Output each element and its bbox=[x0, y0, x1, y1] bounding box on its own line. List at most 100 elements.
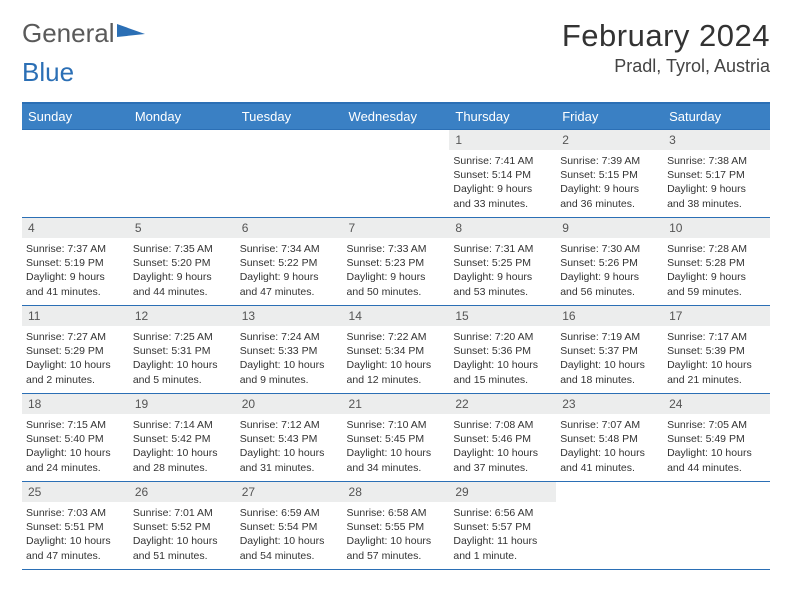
calendar-day-cell: 21Sunrise: 7:10 AMSunset: 5:45 PMDayligh… bbox=[343, 394, 450, 482]
daylight-text: Daylight: 9 hours and 38 minutes. bbox=[667, 182, 764, 210]
day-number: 3 bbox=[663, 130, 770, 150]
sunrise-text: Sunrise: 6:56 AM bbox=[453, 506, 550, 520]
day-number: 14 bbox=[343, 306, 450, 326]
sunset-text: Sunset: 5:25 PM bbox=[453, 256, 550, 270]
sunset-text: Sunset: 5:26 PM bbox=[560, 256, 657, 270]
calendar-day-cell: 25Sunrise: 7:03 AMSunset: 5:51 PMDayligh… bbox=[22, 482, 129, 570]
day-details: Sunrise: 7:25 AMSunset: 5:31 PMDaylight:… bbox=[129, 326, 236, 391]
calendar-day-cell: 22Sunrise: 7:08 AMSunset: 5:46 PMDayligh… bbox=[449, 394, 556, 482]
sunrise-text: Sunrise: 7:14 AM bbox=[133, 418, 230, 432]
location: Pradl, Tyrol, Austria bbox=[562, 56, 770, 77]
daylight-text: Daylight: 9 hours and 36 minutes. bbox=[560, 182, 657, 210]
daylight-text: Daylight: 10 hours and 57 minutes. bbox=[347, 534, 444, 562]
calendar-day-cell: 10Sunrise: 7:28 AMSunset: 5:28 PMDayligh… bbox=[663, 218, 770, 306]
day-details: Sunrise: 7:24 AMSunset: 5:33 PMDaylight:… bbox=[236, 326, 343, 391]
day-details: Sunrise: 7:08 AMSunset: 5:46 PMDaylight:… bbox=[449, 414, 556, 479]
day-details: Sunrise: 7:34 AMSunset: 5:22 PMDaylight:… bbox=[236, 238, 343, 303]
calendar-day-cell: 18Sunrise: 7:15 AMSunset: 5:40 PMDayligh… bbox=[22, 394, 129, 482]
sunrise-text: Sunrise: 7:41 AM bbox=[453, 154, 550, 168]
day-number bbox=[556, 482, 663, 488]
sunrise-text: Sunrise: 7:39 AM bbox=[560, 154, 657, 168]
sunrise-text: Sunrise: 7:35 AM bbox=[133, 242, 230, 256]
sunrise-text: Sunrise: 7:17 AM bbox=[667, 330, 764, 344]
day-details: Sunrise: 7:07 AMSunset: 5:48 PMDaylight:… bbox=[556, 414, 663, 479]
calendar-day-cell bbox=[556, 482, 663, 570]
day-number: 5 bbox=[129, 218, 236, 238]
day-number: 15 bbox=[449, 306, 556, 326]
sunset-text: Sunset: 5:29 PM bbox=[26, 344, 123, 358]
day-number: 11 bbox=[22, 306, 129, 326]
daylight-text: Daylight: 10 hours and 31 minutes. bbox=[240, 446, 337, 474]
calendar-week-row: 18Sunrise: 7:15 AMSunset: 5:40 PMDayligh… bbox=[22, 394, 770, 482]
sunrise-text: Sunrise: 7:24 AM bbox=[240, 330, 337, 344]
sunset-text: Sunset: 5:37 PM bbox=[560, 344, 657, 358]
daylight-text: Daylight: 9 hours and 33 minutes. bbox=[453, 182, 550, 210]
sunrise-text: Sunrise: 7:28 AM bbox=[667, 242, 764, 256]
day-details: Sunrise: 7:05 AMSunset: 5:49 PMDaylight:… bbox=[663, 414, 770, 479]
calendar-day-cell bbox=[343, 130, 450, 218]
sunset-text: Sunset: 5:43 PM bbox=[240, 432, 337, 446]
weekday-header: Monday bbox=[129, 103, 236, 130]
day-number: 28 bbox=[343, 482, 450, 502]
day-details: Sunrise: 6:56 AMSunset: 5:57 PMDaylight:… bbox=[449, 502, 556, 567]
calendar-day-cell: 3Sunrise: 7:38 AMSunset: 5:17 PMDaylight… bbox=[663, 130, 770, 218]
day-details: Sunrise: 7:15 AMSunset: 5:40 PMDaylight:… bbox=[22, 414, 129, 479]
calendar-day-cell: 6Sunrise: 7:34 AMSunset: 5:22 PMDaylight… bbox=[236, 218, 343, 306]
day-number bbox=[343, 130, 450, 136]
daylight-text: Daylight: 10 hours and 34 minutes. bbox=[347, 446, 444, 474]
calendar-day-cell bbox=[129, 130, 236, 218]
daylight-text: Daylight: 9 hours and 44 minutes. bbox=[133, 270, 230, 298]
daylight-text: Daylight: 10 hours and 24 minutes. bbox=[26, 446, 123, 474]
day-number: 13 bbox=[236, 306, 343, 326]
sunrise-text: Sunrise: 7:31 AM bbox=[453, 242, 550, 256]
day-details: Sunrise: 6:58 AMSunset: 5:55 PMDaylight:… bbox=[343, 502, 450, 567]
logo-word1: General bbox=[22, 18, 115, 49]
day-details: Sunrise: 7:14 AMSunset: 5:42 PMDaylight:… bbox=[129, 414, 236, 479]
sunset-text: Sunset: 5:52 PM bbox=[133, 520, 230, 534]
day-number: 25 bbox=[22, 482, 129, 502]
calendar-day-cell: 29Sunrise: 6:56 AMSunset: 5:57 PMDayligh… bbox=[449, 482, 556, 570]
sunset-text: Sunset: 5:51 PM bbox=[26, 520, 123, 534]
daylight-text: Daylight: 10 hours and 18 minutes. bbox=[560, 358, 657, 386]
daylight-text: Daylight: 10 hours and 5 minutes. bbox=[133, 358, 230, 386]
calendar-day-cell: 11Sunrise: 7:27 AMSunset: 5:29 PMDayligh… bbox=[22, 306, 129, 394]
day-number: 23 bbox=[556, 394, 663, 414]
day-number: 10 bbox=[663, 218, 770, 238]
calendar-day-cell: 17Sunrise: 7:17 AMSunset: 5:39 PMDayligh… bbox=[663, 306, 770, 394]
logo: General bbox=[22, 18, 145, 49]
calendar-day-cell: 7Sunrise: 7:33 AMSunset: 5:23 PMDaylight… bbox=[343, 218, 450, 306]
calendar-day-cell bbox=[663, 482, 770, 570]
sunrise-text: Sunrise: 6:59 AM bbox=[240, 506, 337, 520]
sunset-text: Sunset: 5:36 PM bbox=[453, 344, 550, 358]
sunset-text: Sunset: 5:48 PM bbox=[560, 432, 657, 446]
day-number bbox=[22, 130, 129, 136]
sunset-text: Sunset: 5:17 PM bbox=[667, 168, 764, 182]
day-details: Sunrise: 6:59 AMSunset: 5:54 PMDaylight:… bbox=[236, 502, 343, 567]
sunset-text: Sunset: 5:20 PM bbox=[133, 256, 230, 270]
daylight-text: Daylight: 10 hours and 15 minutes. bbox=[453, 358, 550, 386]
daylight-text: Daylight: 11 hours and 1 minute. bbox=[453, 534, 550, 562]
calendar-day-cell: 23Sunrise: 7:07 AMSunset: 5:48 PMDayligh… bbox=[556, 394, 663, 482]
calendar-week-row: 4Sunrise: 7:37 AMSunset: 5:19 PMDaylight… bbox=[22, 218, 770, 306]
calendar-day-cell: 9Sunrise: 7:30 AMSunset: 5:26 PMDaylight… bbox=[556, 218, 663, 306]
sunset-text: Sunset: 5:49 PM bbox=[667, 432, 764, 446]
sunset-text: Sunset: 5:54 PM bbox=[240, 520, 337, 534]
calendar-week-row: 11Sunrise: 7:27 AMSunset: 5:29 PMDayligh… bbox=[22, 306, 770, 394]
sunrise-text: Sunrise: 7:25 AM bbox=[133, 330, 230, 344]
sunset-text: Sunset: 5:45 PM bbox=[347, 432, 444, 446]
sunset-text: Sunset: 5:28 PM bbox=[667, 256, 764, 270]
sunset-text: Sunset: 5:39 PM bbox=[667, 344, 764, 358]
calendar-day-cell: 1Sunrise: 7:41 AMSunset: 5:14 PMDaylight… bbox=[449, 130, 556, 218]
calendar-day-cell: 26Sunrise: 7:01 AMSunset: 5:52 PMDayligh… bbox=[129, 482, 236, 570]
day-number: 27 bbox=[236, 482, 343, 502]
day-number: 1 bbox=[449, 130, 556, 150]
daylight-text: Daylight: 10 hours and 12 minutes. bbox=[347, 358, 444, 386]
sunrise-text: Sunrise: 7:05 AM bbox=[667, 418, 764, 432]
calendar-day-cell: 27Sunrise: 6:59 AMSunset: 5:54 PMDayligh… bbox=[236, 482, 343, 570]
sunrise-text: Sunrise: 7:01 AM bbox=[133, 506, 230, 520]
weekday-header: Saturday bbox=[663, 103, 770, 130]
calendar-day-cell: 12Sunrise: 7:25 AMSunset: 5:31 PMDayligh… bbox=[129, 306, 236, 394]
sunrise-text: Sunrise: 7:22 AM bbox=[347, 330, 444, 344]
sunset-text: Sunset: 5:31 PM bbox=[133, 344, 230, 358]
sunrise-text: Sunrise: 7:33 AM bbox=[347, 242, 444, 256]
